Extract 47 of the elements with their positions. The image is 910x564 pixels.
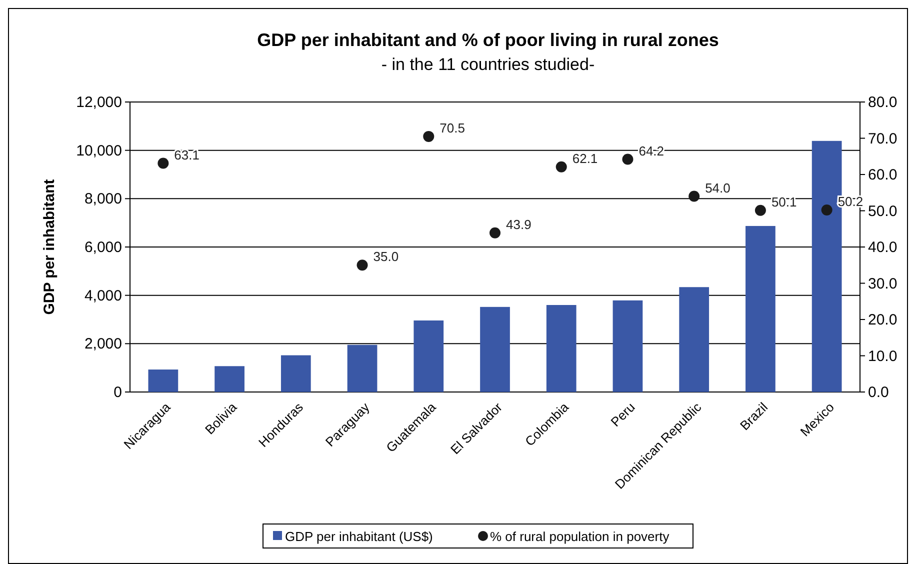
y2-tick-label: 0.0 (868, 384, 889, 401)
legend-label: GDP per inhabitant (US$) (285, 529, 433, 544)
point (356, 260, 368, 271)
point (556, 161, 567, 172)
bar (214, 366, 244, 392)
y-tick-label: 12,000 (76, 94, 122, 111)
point (821, 204, 832, 216)
point (754, 204, 766, 216)
point (688, 190, 700, 202)
y2-tick-label: 10.0 (868, 348, 898, 365)
y-tick-label: 4,000 (84, 287, 122, 304)
data-label: 70.5 (440, 120, 465, 136)
y2-tick-label: 70.0 (868, 130, 898, 148)
point (490, 227, 500, 238)
bar (148, 370, 178, 392)
y-tick-label: 2,000 (84, 336, 122, 353)
y-tick-label: 8,000 (84, 190, 122, 208)
bar (746, 226, 776, 392)
y2-tick-label: 30.0 (868, 275, 898, 292)
data-label: 43.9 (506, 216, 532, 232)
data-label: 54.0 (705, 180, 730, 196)
bar (612, 300, 643, 392)
point (158, 158, 169, 169)
y2-tick-label: 60.0 (868, 166, 898, 184)
bar (480, 306, 510, 392)
y2-tick-label: 50.0 (868, 202, 898, 220)
bar (679, 287, 710, 392)
bar (546, 305, 576, 392)
chart-subtitle: - in the 11 countries studied- (381, 55, 595, 74)
bar (414, 320, 444, 392)
bar (347, 344, 378, 392)
y-tick-label: 10,000 (76, 142, 122, 160)
bar (280, 355, 311, 392)
y2-tick-label: 20.0 (868, 312, 898, 328)
y-axis-title: GDP per inhabitant (41, 179, 58, 315)
chart-title: GDP per inhabitant and % of poor living in rural zones (257, 30, 719, 50)
data-label: 62.1 (572, 150, 598, 166)
point (622, 154, 634, 165)
y-tick-label: 6,000 (84, 239, 122, 256)
point (423, 130, 434, 142)
data-label: 50.1 (771, 194, 797, 210)
data-label: 35.0 (373, 249, 399, 264)
y2-tick-label: 80.0 (868, 94, 898, 111)
legend-label: % of rural population in poverty (490, 529, 670, 544)
data-label: 63.1 (174, 147, 200, 162)
y2-tick-label: 40.0 (868, 239, 898, 256)
y-tick-label: 0 (114, 384, 122, 401)
